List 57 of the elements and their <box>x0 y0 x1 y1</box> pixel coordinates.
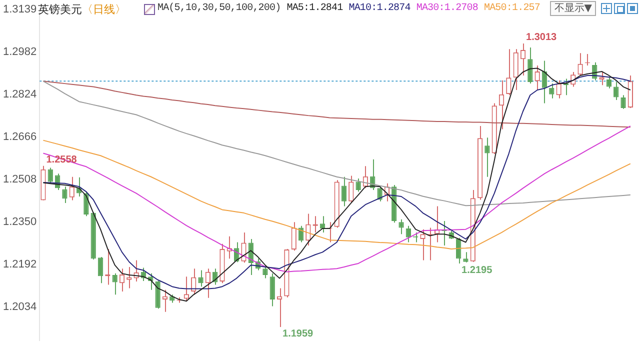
candlestick <box>119 268 125 292</box>
candlestick <box>463 252 468 263</box>
candlestick <box>241 232 246 264</box>
candlestick <box>69 176 74 201</box>
candlestick <box>578 52 583 76</box>
chart-subtitle: 〈日线〉 <box>82 2 126 17</box>
y-tick-label: 1.2034 <box>2 300 37 313</box>
candlestick <box>556 80 562 99</box>
candlestick <box>406 225 412 243</box>
annotation: 不显示▼ <box>550 1 596 16</box>
candlestick <box>262 264 268 279</box>
candlestick <box>184 276 190 302</box>
text: MA50:1.257 <box>484 2 540 16</box>
candlestick <box>614 81 619 100</box>
text: MA5:1.2841 <box>286 2 343 16</box>
text: MA30:1.2708 <box>416 2 478 16</box>
candlestick <box>620 94 626 110</box>
annotation: 1.2195 <box>462 265 493 276</box>
annotation: 1.1959 <box>282 328 314 340</box>
candlestick <box>528 47 533 84</box>
candlestick <box>534 65 540 91</box>
candlestick <box>377 186 382 202</box>
candlestick <box>599 71 604 86</box>
candlestick <box>62 186 68 204</box>
candlestick <box>84 191 89 217</box>
y-tick-label: 1.2824 <box>2 88 37 100</box>
annotation: 1.3013 <box>526 32 558 44</box>
y-tick-label: 1.2192 <box>2 258 37 270</box>
candlestick <box>513 48 518 91</box>
candlestick <box>320 216 326 234</box>
candlestick <box>506 48 512 96</box>
legend-title: MA(5,10,30,50,100,200) <box>157 2 281 16</box>
y-tick-label: 1.3139 <box>2 4 37 16</box>
candlestick <box>205 268 211 298</box>
y-tick-label: 1.2982 <box>2 46 37 58</box>
candlestick <box>398 218 404 235</box>
candlestick <box>549 83 554 99</box>
candlestick <box>484 137 490 178</box>
candlestick <box>306 213 311 246</box>
candlestick <box>348 175 354 204</box>
y-tick-label: 1.2350 <box>2 216 37 228</box>
candlestick <box>98 256 104 284</box>
candlestick <box>270 272 275 307</box>
candlestick <box>126 266 132 289</box>
text: MA10:1.2874 <box>348 2 410 16</box>
candlestick <box>112 272 118 296</box>
candlestick <box>341 176 347 207</box>
candlestick <box>542 60 548 104</box>
candlestick <box>48 167 53 184</box>
candlestick <box>498 80 504 130</box>
candlestick <box>198 270 204 288</box>
y-tick-label: 1.2508 <box>2 173 37 186</box>
y-tick-label: 1.2666 <box>2 130 37 143</box>
candlestick <box>291 222 296 252</box>
chart-title: 英镑美元 <box>38 2 82 17</box>
candlestick <box>520 42 526 76</box>
candlestick <box>420 228 426 261</box>
